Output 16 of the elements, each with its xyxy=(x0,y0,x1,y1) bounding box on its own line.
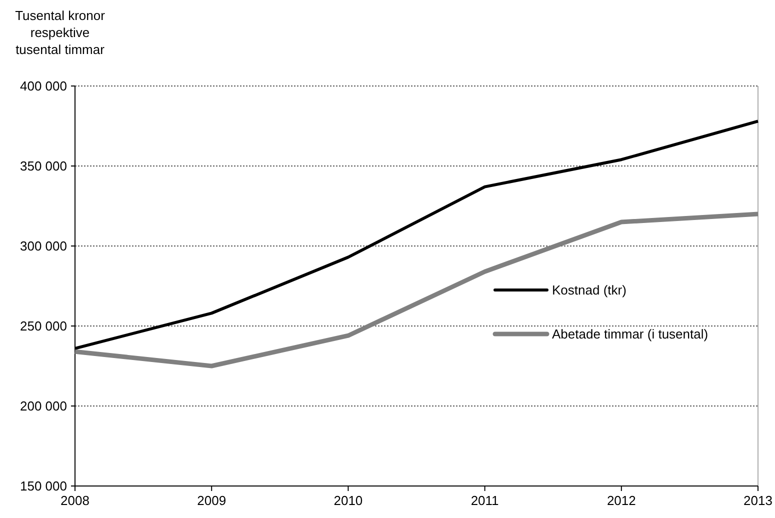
x-tick-label: 2008 xyxy=(60,493,90,508)
legend-label: Kostnad (tkr) xyxy=(552,282,626,298)
y-tick-label: 150 000 xyxy=(20,478,67,494)
y-tick-label: 350 000 xyxy=(20,158,67,174)
y-tick-label: 250 000 xyxy=(20,318,67,334)
y-axis-title: Tusental kronor respektive tusental timmar xyxy=(15,8,106,57)
y-tick-label: 300 000 xyxy=(20,238,67,254)
x-tick-label: 2010 xyxy=(334,493,363,508)
x-tick-label: 2012 xyxy=(606,493,636,508)
y-tick-label: 200 000 xyxy=(20,398,67,414)
x-tick-label: 2013 xyxy=(744,493,772,508)
line-series xyxy=(72,212,760,368)
x-tick-label: 2011 xyxy=(470,493,499,508)
x-tick-label: 2009 xyxy=(197,493,226,508)
y-tick-label: 400 000 xyxy=(20,78,67,94)
legend-label: Abetade timmar (i tusental) xyxy=(552,326,708,342)
